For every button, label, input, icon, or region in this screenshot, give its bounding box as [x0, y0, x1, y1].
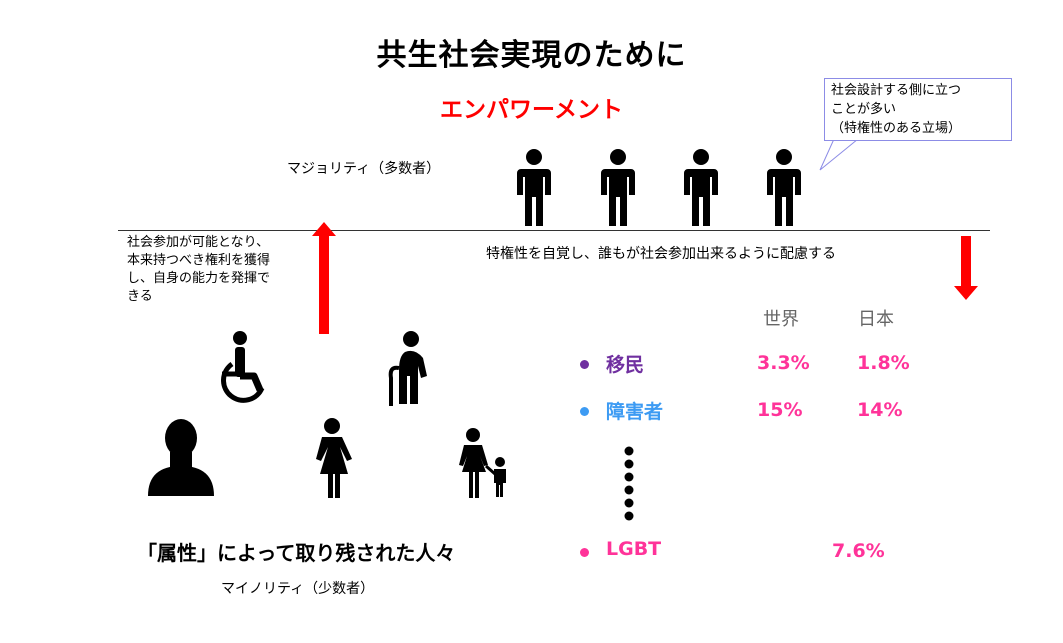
callout-box: 社会設計する側に立つ ことが多い （特権性のある立場）	[824, 78, 1012, 141]
minority-label: マイノリティ（少数者）	[221, 581, 375, 597]
user-icon	[148, 419, 214, 496]
up-arrow-icon	[312, 222, 336, 334]
callout-pointer	[819, 138, 859, 171]
wheelchair-icon	[221, 331, 265, 403]
down-arrow-icon	[954, 236, 978, 300]
page-title: 共生社会実現のために	[376, 38, 687, 73]
callout-line: ことが多い	[831, 102, 897, 117]
callout-line: （特権性のある立場）	[831, 121, 962, 136]
row-label-immigrants: 移民	[606, 354, 645, 376]
bullet-dot	[580, 548, 589, 557]
divider-line	[118, 230, 990, 231]
row-label-lgbt: LGBT	[606, 538, 662, 560]
woman-icon	[316, 418, 352, 498]
value-world: 3.3%	[757, 352, 810, 374]
value-world: 15%	[757, 399, 803, 421]
parent-child-icon	[459, 428, 506, 498]
note-line: し、自身の能力を発揮で	[127, 271, 271, 286]
row-label-disabled: 障害者	[606, 401, 664, 423]
ellipsis-icon	[624, 446, 634, 521]
note-line: 本来持つべき権利を獲得	[127, 253, 271, 268]
person-icon	[601, 149, 635, 226]
note-line: きる	[127, 289, 153, 304]
awareness-text: 特権性を自覚し、誰もが社会参加出来るように配慮する	[486, 246, 836, 262]
subtitle: エンパワーメント	[439, 97, 624, 123]
bullet-dot	[580, 360, 589, 369]
note-line: 社会参加が可能となり、	[127, 235, 270, 250]
left-behind-text: 「属性」によって取り残された人々	[137, 541, 456, 565]
bullet-dot	[580, 407, 589, 416]
person-icon	[767, 149, 801, 226]
column-header-world: 世界	[763, 309, 799, 330]
value-lgbt: 7.6%	[832, 540, 885, 562]
majority-label: マジョリティ（多数者）	[287, 161, 441, 177]
column-header-japan: 日本	[858, 309, 894, 330]
person-icon	[517, 149, 551, 226]
value-japan: 14%	[857, 399, 903, 421]
value-japan: 1.8%	[857, 352, 910, 374]
empowerment-note: 社会参加が可能となり、 本来持つべき権利を獲得 し、自身の能力を発揮で きる	[127, 234, 317, 306]
elderly-icon	[388, 331, 427, 406]
person-icon	[684, 149, 718, 226]
callout-line: 社会設計する側に立つ	[831, 83, 962, 98]
